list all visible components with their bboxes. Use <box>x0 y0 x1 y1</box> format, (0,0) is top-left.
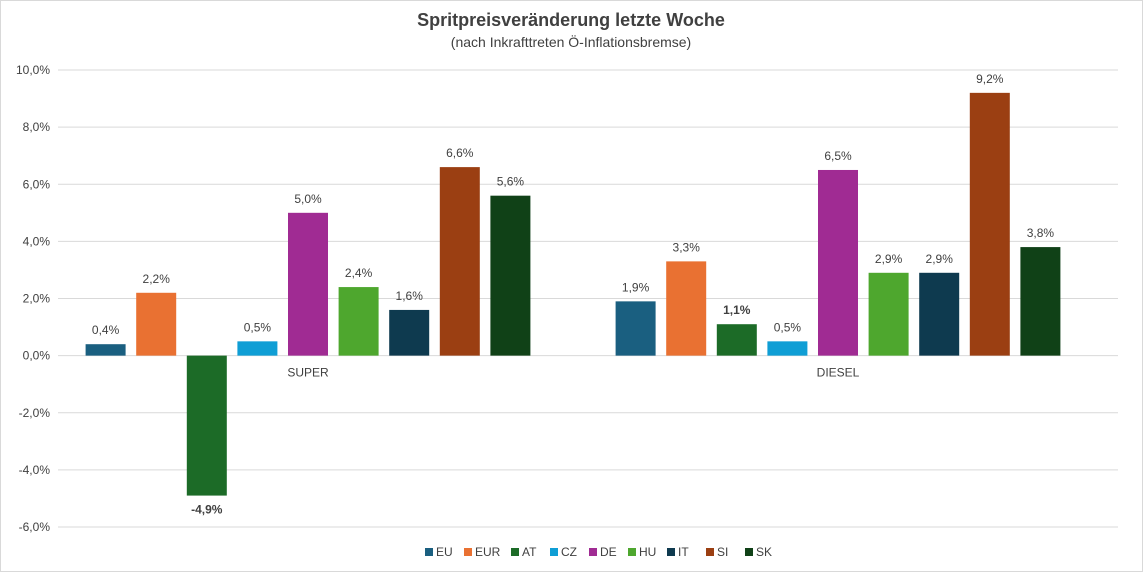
bar-eur-diesel <box>666 261 707 356</box>
bar-hu-diesel <box>868 272 909 356</box>
category-label: SUPER <box>287 366 329 380</box>
data-label: 1,9% <box>622 280 650 294</box>
bar-at-super <box>186 355 227 496</box>
y-tick-label: 10,0% <box>16 63 50 77</box>
data-label: 2,2% <box>143 272 171 286</box>
chart-title: Spritpreisveränderung letzte Woche <box>417 10 725 30</box>
bar-de-diesel <box>818 169 858 356</box>
y-tick-label: 6,0% <box>23 177 51 191</box>
bar-si-diesel <box>969 92 1010 356</box>
data-label: 2,9% <box>875 252 903 266</box>
bar-cz-diesel <box>767 341 808 356</box>
legend-swatch-de <box>589 548 597 556</box>
legend-label: DE <box>600 545 617 559</box>
bar-cz-super <box>237 341 278 356</box>
y-tick-label: -4,0% <box>19 463 51 477</box>
legend-label: EUR <box>475 545 501 559</box>
legend-label: SK <box>756 545 772 559</box>
data-label: 6,6% <box>446 146 474 160</box>
y-tick-label: -2,0% <box>19 406 51 420</box>
bar-si-super <box>439 167 480 356</box>
legend-label: AT <box>522 545 537 559</box>
bar-de-super <box>288 212 328 356</box>
data-label: 5,6% <box>497 175 525 189</box>
legend-swatch-at <box>511 548 519 556</box>
bar-eu-diesel <box>615 301 656 356</box>
y-tick-label: 4,0% <box>23 234 51 248</box>
legend-swatch-cz <box>550 548 558 556</box>
bar-it-diesel <box>919 272 960 356</box>
bar-eu-super <box>85 344 126 356</box>
legend-label: EU <box>436 545 453 559</box>
bar-sk-super <box>490 195 531 356</box>
data-label: 6,5% <box>824 149 852 163</box>
legend-swatch-si <box>706 548 714 556</box>
data-label: 5,0% <box>294 192 322 206</box>
bar-it-super <box>389 309 430 356</box>
y-tick-label: 0,0% <box>23 349 51 363</box>
legend-swatch-sk <box>745 548 753 556</box>
bar-at-diesel <box>716 324 757 356</box>
y-tick-label: 8,0% <box>23 120 51 134</box>
bar-sk-diesel <box>1020 247 1061 356</box>
data-label: 1,1% <box>723 303 751 317</box>
y-tick-label: -6,0% <box>19 520 51 534</box>
data-label: 0,5% <box>244 320 272 334</box>
data-label: 0,4% <box>92 323 120 337</box>
legend-label: IT <box>678 545 689 559</box>
bar-eur-super <box>136 292 177 356</box>
y-tick-label: 2,0% <box>23 292 51 306</box>
legend-swatch-hu <box>628 548 636 556</box>
data-label: 3,3% <box>673 240 701 254</box>
data-label: 3,8% <box>1027 226 1055 240</box>
data-label: 9,2% <box>976 72 1004 86</box>
legend-swatch-it <box>667 548 675 556</box>
data-label: 1,6% <box>396 289 424 303</box>
data-label: 0,5% <box>774 320 802 334</box>
legend-swatch-eu <box>425 548 433 556</box>
data-label: -4,9% <box>191 503 223 517</box>
legend-label: CZ <box>561 545 577 559</box>
data-label: 2,9% <box>926 252 954 266</box>
bar-hu-super <box>338 287 379 356</box>
legend-swatch-eur <box>464 548 472 556</box>
legend-label: HU <box>639 545 656 559</box>
data-label: 2,4% <box>345 266 373 280</box>
legend-label: SI <box>717 545 728 559</box>
category-label: DIESEL <box>817 366 860 380</box>
chart-subtitle: (nach Inkrafttreten Ö-Inflationsbremse) <box>451 33 691 50</box>
